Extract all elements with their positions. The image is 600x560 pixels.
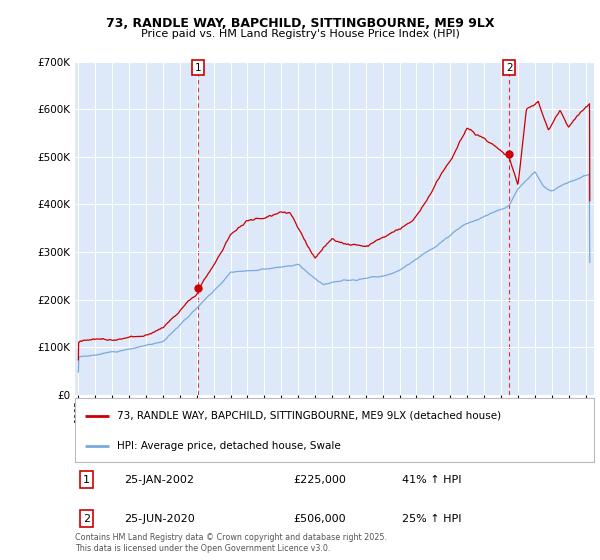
Text: 2: 2 xyxy=(83,514,90,524)
Text: Price paid vs. HM Land Registry's House Price Index (HPI): Price paid vs. HM Land Registry's House … xyxy=(140,29,460,39)
Text: Contains HM Land Registry data © Crown copyright and database right 2025.
This d: Contains HM Land Registry data © Crown c… xyxy=(75,533,387,553)
Text: £225,000: £225,000 xyxy=(293,474,346,484)
Text: 41% ↑ HPI: 41% ↑ HPI xyxy=(402,474,461,484)
Text: 1: 1 xyxy=(194,63,201,73)
Text: 25-JUN-2020: 25-JUN-2020 xyxy=(124,514,195,524)
Text: HPI: Average price, detached house, Swale: HPI: Average price, detached house, Swal… xyxy=(116,441,340,451)
Text: 73, RANDLE WAY, BAPCHILD, SITTINGBOURNE, ME9 9LX (detached house): 73, RANDLE WAY, BAPCHILD, SITTINGBOURNE,… xyxy=(116,410,500,421)
Text: 1: 1 xyxy=(83,474,90,484)
Text: 2: 2 xyxy=(506,63,512,73)
Text: £506,000: £506,000 xyxy=(293,514,346,524)
Text: 25-JAN-2002: 25-JAN-2002 xyxy=(124,474,194,484)
Text: 73, RANDLE WAY, BAPCHILD, SITTINGBOURNE, ME9 9LX: 73, RANDLE WAY, BAPCHILD, SITTINGBOURNE,… xyxy=(106,17,494,30)
Text: 25% ↑ HPI: 25% ↑ HPI xyxy=(402,514,461,524)
